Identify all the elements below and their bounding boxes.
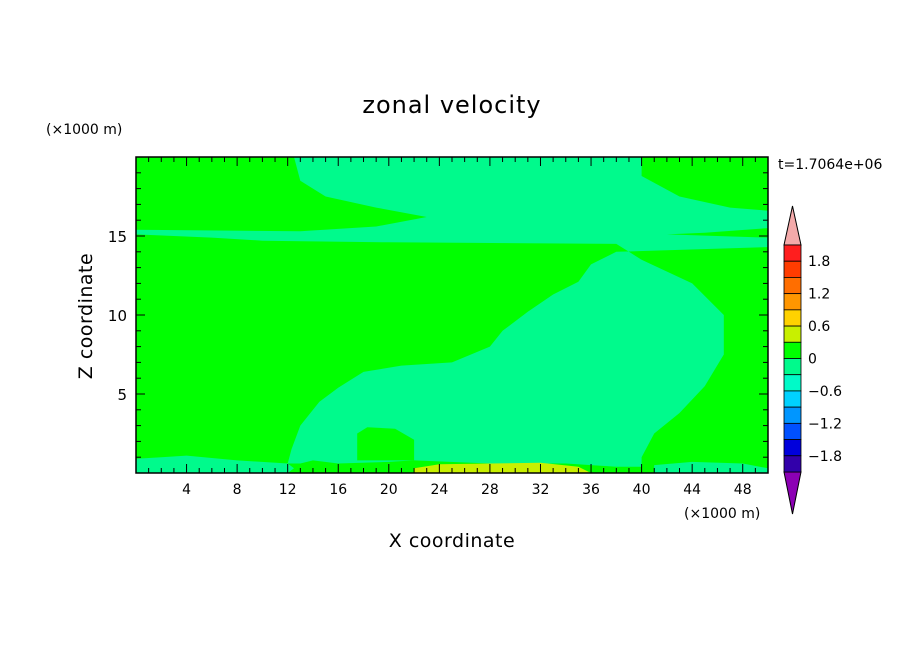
colorbar-bin — [783, 309, 802, 327]
x-axis-label: X coordinate — [389, 530, 515, 552]
colorbar-bin — [783, 244, 802, 262]
y-tick-label: 5 — [117, 386, 127, 404]
x-tick-label: 12 — [279, 482, 297, 498]
colorbar-bin — [783, 406, 802, 424]
contour-region — [414, 462, 591, 473]
colorbar-tick-label: −1.2 — [808, 416, 842, 432]
x-tick-label: 24 — [430, 482, 448, 498]
y-tick-label: 15 — [108, 228, 127, 246]
colorbar-bin — [783, 325, 802, 343]
colorbar-bin — [783, 439, 802, 457]
colorbar-tick-label: −1.8 — [808, 449, 842, 465]
x-tick-label: 36 — [582, 482, 600, 498]
x-tick-label: 40 — [633, 482, 651, 498]
contour-region — [654, 461, 768, 473]
y-axis-label: Z coordinate — [75, 253, 97, 379]
colorbar-bin — [783, 341, 802, 359]
x-tick-label: 44 — [683, 482, 701, 498]
colorbar-bin — [783, 455, 802, 473]
x-tick-label: 20 — [380, 482, 398, 498]
colorbar-bin — [783, 390, 802, 408]
x-tick-label: 8 — [233, 482, 242, 498]
y-tick-label: 10 — [108, 307, 127, 325]
colorbar: 1.8 1.2 0.6 0 −0.6 −1.2 −1.8 — [783, 205, 842, 515]
x-tick-label: 16 — [329, 482, 347, 498]
plot-area — [136, 157, 768, 473]
contour-region — [136, 157, 768, 467]
colorbar-tick-label: 0.6 — [808, 319, 830, 335]
colorbar-bin — [783, 374, 802, 392]
colorbar-bin — [783, 277, 802, 295]
x-tick-label: 4 — [182, 482, 191, 498]
y-unit-label: (×1000 m) — [46, 122, 122, 138]
colorbar-tick-label: 1.2 — [808, 287, 830, 303]
colorbar-bin — [783, 358, 802, 376]
chart-title: zonal velocity — [362, 91, 541, 119]
contour-region — [357, 427, 415, 461]
colorbar-bin — [783, 293, 802, 311]
colorbar-bin — [783, 260, 802, 278]
x-tick-label: 28 — [481, 482, 499, 498]
x-tick-label: 32 — [532, 482, 550, 498]
colorbar-bin — [783, 422, 802, 440]
contour-region — [136, 455, 294, 473]
colorbar-tick-label: −0.6 — [808, 384, 842, 400]
x-tick-label: 48 — [734, 482, 752, 498]
colorbar-bottom-arrow — [783, 471, 802, 515]
colorbar-top-arrow — [783, 205, 802, 246]
colorbar-tick-label: 1.8 — [808, 254, 830, 270]
colorbar-tick-label: 0 — [808, 352, 817, 368]
x-unit-label: (×1000 m) — [684, 506, 760, 522]
time-label: t=1.7064e+06 — [778, 157, 882, 173]
